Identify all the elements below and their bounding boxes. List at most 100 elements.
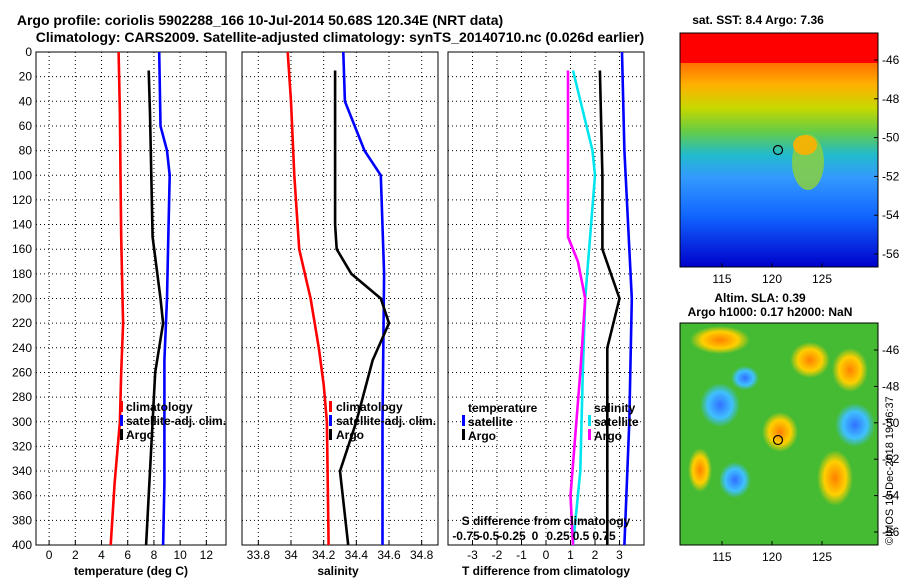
- salinity-panel: 33.8 34 34.2 34.4 34.6 34.8: [241, 51, 439, 562]
- salinity-legend: climatology satellite-adj. clim. Argo: [329, 400, 436, 442]
- s-diff-tick-label: -0.5: [479, 529, 500, 543]
- series-line-t-satellite: [620, 51, 634, 546]
- difference-panel: -3 -2 -1 0 1 2 3: [447, 51, 645, 562]
- x-tick-label: 6: [124, 548, 131, 562]
- y-tick-label: -54: [882, 208, 900, 222]
- y-tick-label: 320: [12, 439, 32, 453]
- sst-map: 115 120 125 -46 -48 -50 -52 -54 -56: [679, 32, 900, 286]
- argo-location-marker: [772, 144, 784, 156]
- legend-swatch-s-satellite: [588, 415, 591, 426]
- x-tick-label: 10: [173, 548, 187, 562]
- legend-label-t-satellite: satellite: [468, 415, 513, 429]
- x-tick-label: 1: [567, 548, 574, 562]
- y-tick-label: 80: [19, 144, 33, 158]
- sla-blob: [762, 412, 798, 452]
- y-tick-label: 0: [25, 45, 32, 59]
- y-tick-label: 120: [12, 193, 32, 207]
- sla-map-frame: [679, 322, 879, 546]
- temperature-panel: 0 2 4 6 8 10 120204060801001201401601802002202…: [12, 45, 227, 562]
- y-tick-label: 220: [12, 316, 32, 330]
- y-tick-label: 240: [12, 341, 32, 355]
- legend-label-argo: Argo: [336, 428, 364, 442]
- sst-map-field: [680, 33, 878, 267]
- sst-map-title: sat. SST: 8.4 Argo: 7.36: [692, 13, 824, 27]
- sla-blob: [700, 383, 740, 427]
- x-tick-label: -3: [467, 548, 478, 562]
- y-tick-label: 340: [12, 464, 32, 478]
- y-tick-label: 380: [12, 513, 32, 527]
- sla-map-axes: 115 120 125 -46 -48 -50 -52 -54 -56: [712, 343, 899, 564]
- title-line-2: Climatology: CARS2009. Satellite-adjuste…: [36, 29, 644, 45]
- sla-map: 115 120 125 -46 -48 -50 -52 -54 -56: [679, 322, 900, 564]
- legend-swatch-t-argo: [462, 429, 465, 440]
- y-tick-label: 60: [19, 119, 33, 133]
- salinity-xlabel: salinity: [317, 564, 359, 578]
- sla-blob: [790, 342, 830, 378]
- legend-swatch-s-argo: [588, 429, 591, 440]
- difference-xlabel: T difference from climatology: [462, 564, 630, 578]
- title-line-1: Argo profile: coriolis 5902288_166 10-Ju…: [17, 12, 503, 28]
- x-tick-label: 125: [812, 550, 832, 564]
- s-diff-tick-label: 0.25: [546, 529, 570, 543]
- x-tick-label: 4: [98, 548, 105, 562]
- series-line-climatology: [286, 51, 330, 546]
- x-tick-label: 115: [712, 272, 731, 286]
- legend-swatch-satellite: [329, 415, 332, 426]
- y-tick-label: 300: [12, 415, 32, 429]
- s-diff-tick-label: -0.75: [452, 529, 480, 543]
- x-tick-label: 120: [762, 272, 782, 286]
- y-tick-label: -52: [882, 169, 900, 183]
- y-tick-label: -56: [882, 247, 900, 261]
- y-tick-label: 360: [12, 489, 32, 503]
- sla-map-title-1: Altim. SLA: 0.39: [714, 291, 806, 305]
- y-tick-label: -54: [882, 489, 900, 503]
- y-tick-label: -48: [882, 379, 900, 393]
- x-tick-label: 0: [46, 548, 53, 562]
- y-tick-label: 280: [12, 390, 32, 404]
- legend-label-s-argo: Argo: [594, 429, 622, 443]
- sla-blob: [690, 326, 750, 354]
- series-line-s-argo: [566, 70, 587, 546]
- x-tick-label: 8: [151, 548, 158, 562]
- x-tick-label: -2: [492, 548, 503, 562]
- x-tick-label: 33.8: [247, 548, 271, 562]
- argo-location-marker: [772, 434, 784, 446]
- sst-map-frame: [679, 32, 879, 268]
- s-diff-tick-label: 0.75: [592, 529, 616, 543]
- x-tick-label: 34: [284, 548, 298, 562]
- legend-label-climatology: climatology: [126, 400, 193, 414]
- legend-label-satellite: satellite-adj. clim.: [336, 414, 436, 428]
- s-difference-ticks: -0.75-0.5-0.25 0 0.25 0.5 0.75: [452, 529, 616, 543]
- x-tick-label: 34.2: [312, 548, 336, 562]
- x-tick-label: 3: [616, 548, 623, 562]
- plot-frame: [35, 51, 227, 546]
- x-tick-label: 2: [72, 548, 79, 562]
- x-tick-label: 120: [762, 550, 782, 564]
- y-tick-label: 100: [12, 168, 32, 182]
- legend-swatch-argo: [329, 429, 332, 440]
- legend-swatch-argo: [120, 429, 123, 440]
- y-tick-label: -48: [882, 92, 900, 106]
- y-tick-label: -46: [882, 53, 900, 67]
- watermark: ©IMOS 13-Dec-2018 19:46:37: [884, 396, 896, 545]
- plot-frame: [447, 51, 645, 546]
- y-tick-label: 200: [12, 292, 32, 306]
- legend-swatch-climatology: [329, 401, 332, 412]
- series-line-satellite-adj-clim-: [342, 51, 386, 545]
- legend-title-temperature: temperature: [468, 401, 538, 415]
- sla-map-title-2: Argo h1000: 0.17 h2000: NaN: [688, 305, 853, 319]
- y-tick-label: 160: [12, 242, 32, 256]
- temperature-legend: climatology satellite-adj. clim. Argo: [120, 400, 226, 442]
- y-tick-label: -56: [882, 525, 900, 539]
- sla-blob: [817, 450, 853, 506]
- s-diff-tick-label: 0: [532, 529, 539, 543]
- sst-map-axes: 115 120 125 -46 -48 -50 -52 -54 -56: [712, 53, 899, 286]
- x-tick-label: 125: [812, 272, 832, 286]
- s-difference-label: S difference from climatology: [462, 514, 631, 528]
- x-tick-label: -1: [516, 548, 527, 562]
- legend-label-argo: Argo: [126, 428, 154, 442]
- plot-frame: [241, 51, 439, 546]
- x-tick-label: 34.8: [410, 548, 434, 562]
- temperature-xlabel: temperature (deg C): [74, 564, 188, 578]
